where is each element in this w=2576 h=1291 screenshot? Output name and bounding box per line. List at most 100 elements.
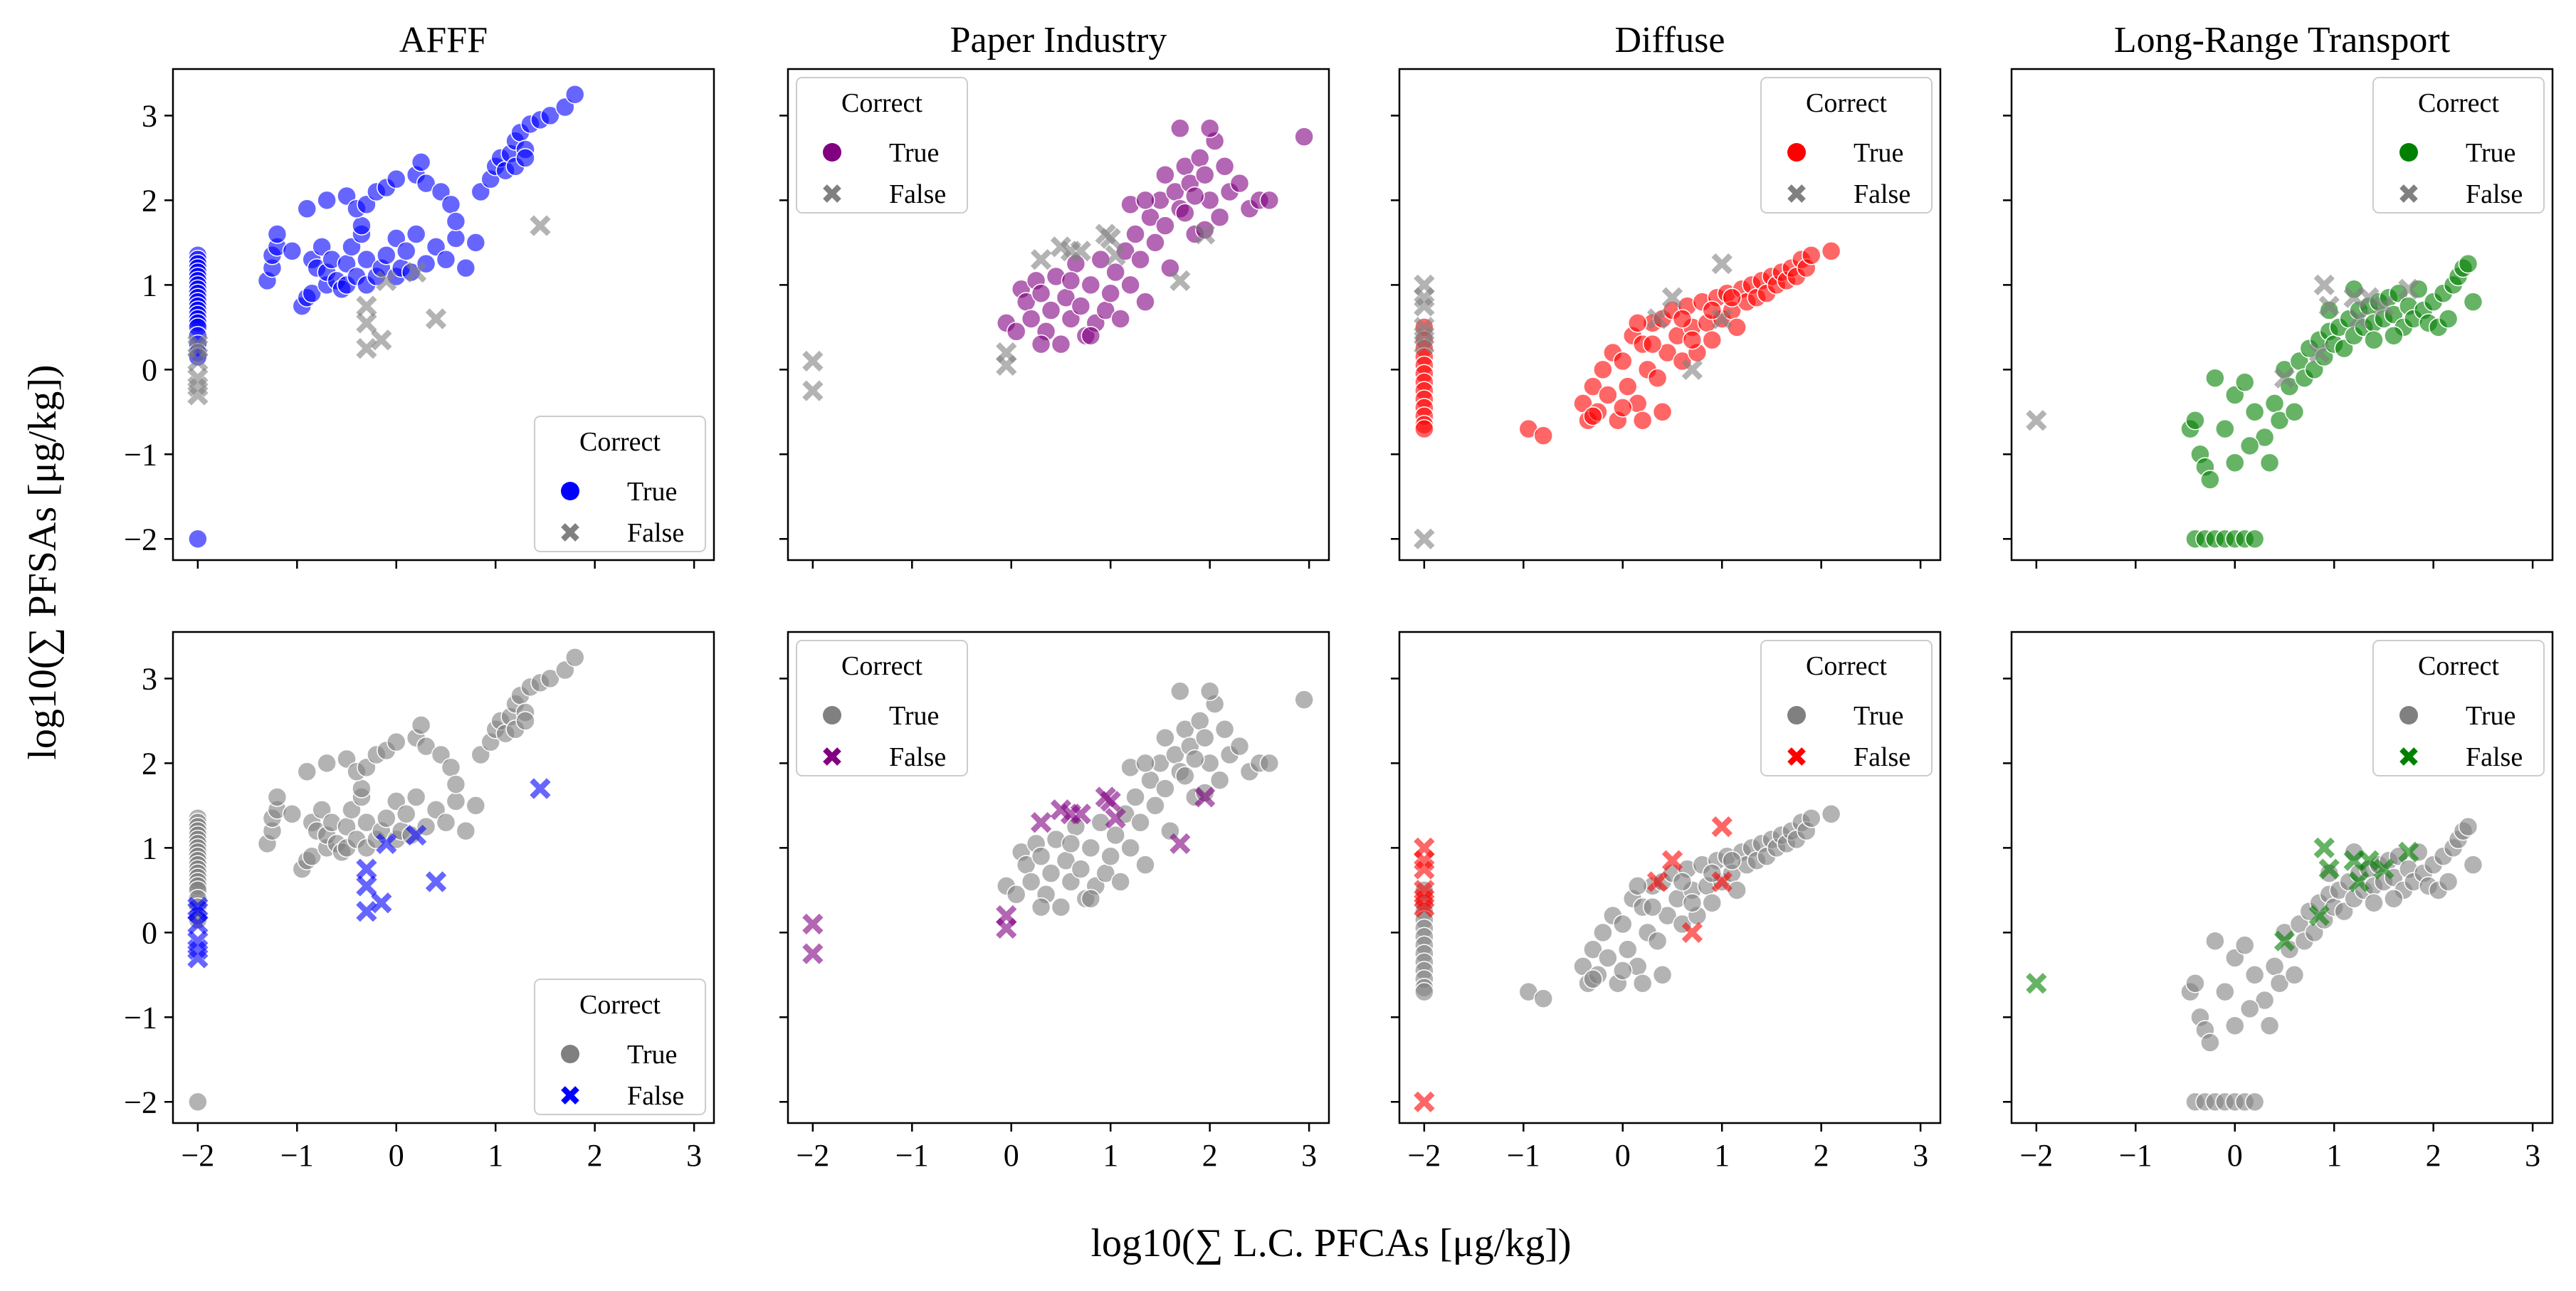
- point-incorrect: [187, 896, 209, 918]
- point-correct: [317, 753, 337, 774]
- point-incorrect: [1105, 808, 1126, 829]
- point-correct: [1155, 727, 1175, 748]
- x-tick-label: 3: [1913, 1138, 1928, 1173]
- point-correct: [406, 787, 426, 807]
- point-incorrect: [1681, 359, 1703, 380]
- point-correct: [1209, 207, 1230, 227]
- point-incorrect: [1414, 837, 1435, 859]
- point-correct: [352, 779, 372, 799]
- point-correct: [1021, 309, 1041, 329]
- point-correct: [436, 249, 456, 270]
- x-tick-label: 0: [1615, 1138, 1631, 1173]
- point-correct: [1652, 402, 1673, 422]
- panel-title: AFFF: [399, 20, 488, 60]
- legend-frame: [534, 416, 706, 552]
- point-correct: [2364, 892, 2384, 913]
- point-incorrect: [2026, 973, 2047, 994]
- point-correct: [1259, 190, 1280, 211]
- point-incorrect: [187, 337, 209, 359]
- point-correct: [1214, 720, 1235, 739]
- point-incorrect: [2358, 287, 2380, 308]
- panel-title: Long-Range Transport: [2114, 20, 2451, 60]
- point-incorrect: [1414, 896, 1435, 918]
- point-correct: [456, 258, 476, 278]
- point-correct: [396, 241, 416, 261]
- point-correct: [1100, 846, 1120, 867]
- point-correct: [1259, 753, 1280, 774]
- legend-title: Correct: [579, 990, 661, 1020]
- panel-3-row-0: Long-Range Transport Correct True False: [2003, 20, 2554, 569]
- point-correct: [1175, 203, 1195, 223]
- legend-title: Correct: [1806, 651, 1887, 681]
- y-tick-label: −1: [124, 437, 157, 472]
- point-correct: [1031, 334, 1051, 354]
- point-correct: [1135, 292, 1155, 312]
- point-correct: [282, 804, 303, 824]
- legend: Correct True False: [2372, 77, 2545, 214]
- point-incorrect: [356, 858, 377, 880]
- legend-true-label: True: [2466, 138, 2515, 168]
- y-tick-label: −2: [124, 1085, 157, 1119]
- point-correct: [1632, 410, 1653, 431]
- point-correct: [1613, 351, 1633, 372]
- point-correct: [302, 283, 322, 304]
- point-incorrect: [996, 342, 1017, 364]
- point-correct: [1105, 262, 1125, 283]
- point-incorrect: [1711, 816, 1733, 838]
- point-correct: [1583, 406, 1603, 426]
- x-tick-label: 1: [2326, 1138, 2342, 1173]
- point-correct: [2438, 309, 2459, 329]
- x-tick-label: −2: [181, 1138, 214, 1173]
- point-correct: [2225, 1016, 2245, 1036]
- point-correct: [1081, 888, 1101, 909]
- point-correct: [1533, 426, 1553, 446]
- point-correct: [466, 233, 486, 253]
- point-correct: [1031, 846, 1051, 867]
- point-correct: [1155, 164, 1175, 185]
- axes-frame: [787, 631, 1330, 1124]
- point-correct: [1021, 872, 1041, 892]
- point-correct: [377, 245, 396, 265]
- point-correct: [1727, 317, 1747, 337]
- point-correct: [1071, 859, 1091, 879]
- point-incorrect: [1095, 223, 1116, 245]
- point-incorrect: [1646, 871, 1668, 892]
- point-correct: [1294, 127, 1314, 147]
- y-tick-label: 2: [142, 746, 157, 781]
- point-incorrect: [1414, 295, 1435, 317]
- point-incorrect: [1414, 274, 1435, 296]
- point-correct: [2264, 957, 2285, 976]
- legend-frame: [1760, 77, 1933, 214]
- x-tick-label: −1: [280, 1138, 314, 1173]
- legend-false-marker: [823, 747, 841, 766]
- point-correct: [1627, 313, 1648, 333]
- legend-true-marker: [823, 706, 841, 724]
- point-correct: [1229, 173, 1250, 194]
- point-correct: [1110, 309, 1130, 329]
- axes-frame: [787, 68, 1330, 562]
- point-correct: [1081, 838, 1101, 858]
- point-incorrect: [2343, 850, 2365, 871]
- point-correct: [2244, 1092, 2265, 1112]
- point-incorrect: [425, 871, 447, 892]
- legend-true-marker: [561, 1045, 579, 1063]
- point-correct: [2259, 453, 2280, 473]
- x-tick-label: −1: [2119, 1138, 2152, 1173]
- legend-frame: [2372, 640, 2545, 776]
- points: [187, 647, 585, 1112]
- point-correct: [1583, 939, 1603, 959]
- point-correct: [1081, 275, 1101, 295]
- point-incorrect: [1414, 1091, 1435, 1112]
- point-correct: [1682, 892, 1703, 913]
- x-tick-label: 3: [1301, 1138, 1317, 1173]
- point-incorrect: [2318, 295, 2340, 317]
- point-correct: [1031, 897, 1051, 917]
- legend-false-label: False: [889, 742, 946, 772]
- point-correct: [188, 529, 208, 549]
- point-correct: [1194, 783, 1215, 803]
- point-correct: [2284, 402, 2305, 422]
- panel-1-row-1: −2 −1 0 1 2 3 Correct True False: [779, 631, 1330, 1173]
- legend-false-label: False: [627, 518, 684, 548]
- point-incorrect: [2308, 342, 2330, 364]
- x-tick-label: 2: [1202, 1138, 1218, 1173]
